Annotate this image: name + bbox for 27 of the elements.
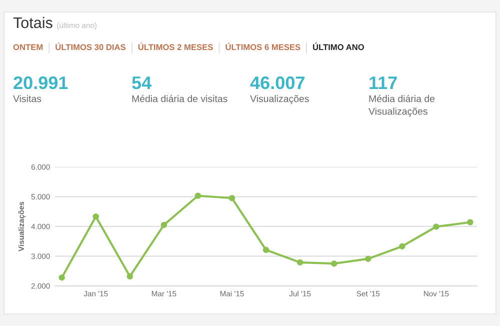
- point: [262, 246, 270, 254]
- point: [228, 195, 236, 202]
- text: 117: [370, 76, 397, 89]
- text: ÚLTIMOS 2 MESES: [138, 42, 213, 50]
- point: [433, 224, 440, 230]
- point: [330, 260, 338, 267]
- point: [364, 256, 372, 262]
- point: [58, 274, 65, 281]
- text: ÚLTIMOS 30 DIAS: [56, 42, 126, 50]
- text: 54: [132, 76, 152, 90]
- text: ÚLTIMOS 6 MESES: [226, 42, 300, 50]
- point: [467, 219, 474, 226]
- text: 46.007: [250, 76, 304, 90]
- point: [126, 273, 133, 280]
- point: [399, 243, 406, 250]
- text: ONTEM: [13, 44, 43, 50]
- text: Média diária de Visualizações: [368, 94, 435, 117]
- text: Visitas: [13, 95, 42, 102]
- text: Visualizações: [250, 95, 309, 104]
- point: [92, 213, 99, 220]
- point: [160, 222, 168, 228]
- text: 20.991: [14, 76, 68, 90]
- point: [194, 192, 202, 199]
- text: ÚLTIMO ANO: [313, 42, 364, 50]
- point: [296, 259, 304, 266]
- text: Média diária de visitas: [132, 94, 228, 102]
- chart-title: Totais: [13, 16, 52, 28]
